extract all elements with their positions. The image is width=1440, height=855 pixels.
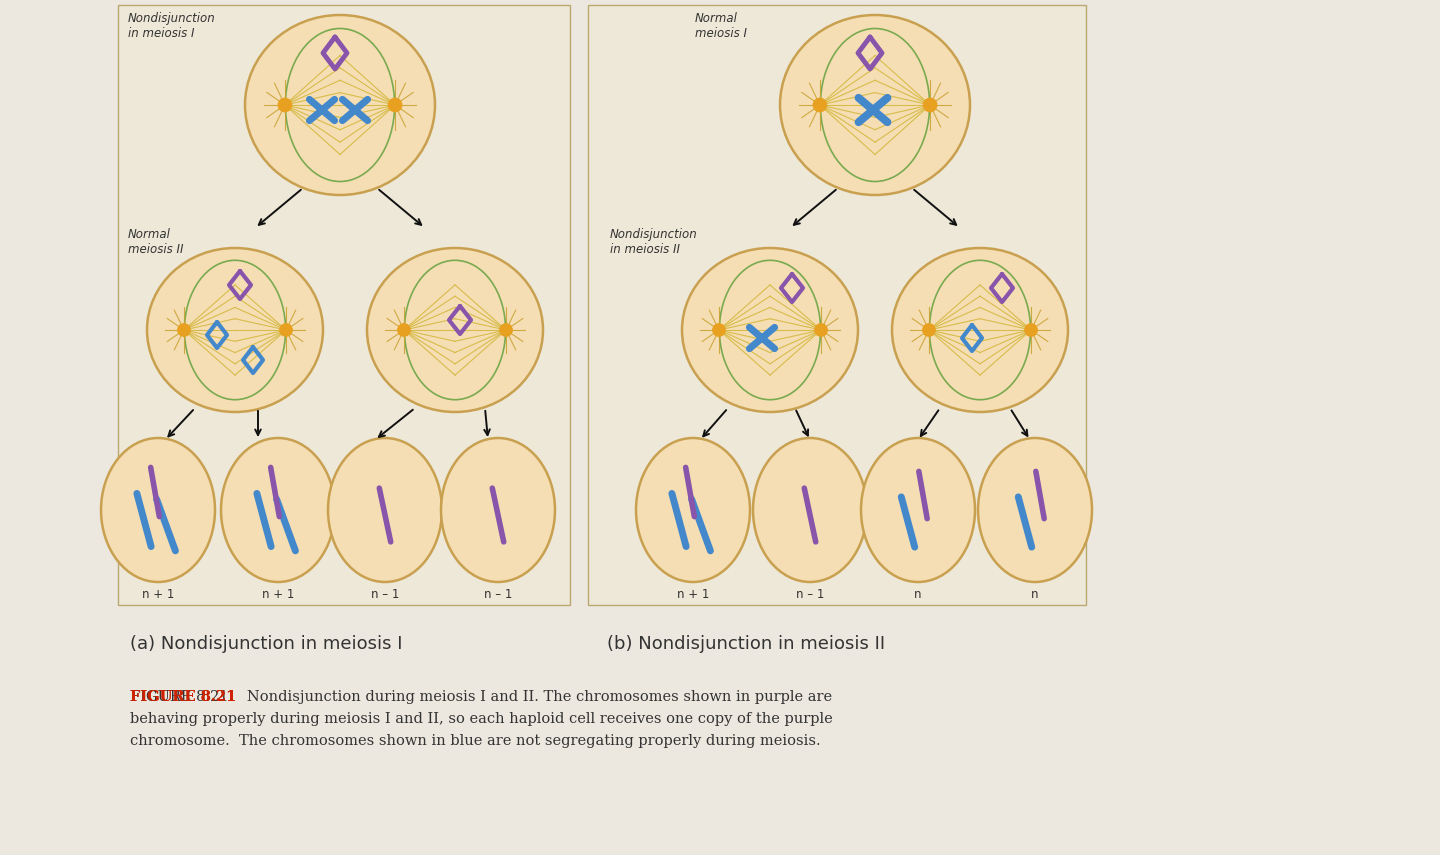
Circle shape: [397, 324, 410, 336]
Circle shape: [713, 324, 726, 336]
Text: chromosome.  The chromosomes shown in blue are not segregating properly during m: chromosome. The chromosomes shown in blu…: [130, 734, 821, 748]
Text: Normal
meiosis I: Normal meiosis I: [696, 12, 747, 40]
Text: n: n: [1031, 588, 1038, 601]
Circle shape: [814, 98, 827, 112]
Text: n – 1: n – 1: [484, 588, 513, 601]
Text: (a) Nondisjunction in meiosis I: (a) Nondisjunction in meiosis I: [130, 635, 403, 653]
Ellipse shape: [978, 438, 1092, 582]
Ellipse shape: [441, 438, 554, 582]
Ellipse shape: [367, 248, 543, 412]
Text: FIGURE 8.21: FIGURE 8.21: [130, 690, 236, 704]
Circle shape: [278, 98, 291, 112]
Ellipse shape: [891, 248, 1068, 412]
Text: n + 1: n + 1: [677, 588, 708, 601]
Ellipse shape: [101, 438, 215, 582]
Text: n – 1: n – 1: [796, 588, 824, 601]
Ellipse shape: [780, 15, 971, 195]
Circle shape: [500, 324, 513, 336]
Ellipse shape: [753, 438, 867, 582]
Text: FIGURE 8.21: FIGURE 8.21: [130, 690, 236, 704]
Circle shape: [1025, 324, 1037, 336]
Circle shape: [923, 324, 935, 336]
Circle shape: [389, 98, 402, 112]
Ellipse shape: [683, 248, 858, 412]
Text: n – 1: n – 1: [372, 588, 399, 601]
Text: Normal
meiosis II: Normal meiosis II: [128, 228, 183, 256]
Ellipse shape: [636, 438, 750, 582]
Circle shape: [279, 324, 292, 336]
Text: FIGURE 8.21    Nondisjunction during meiosis I and II. The chromosomes shown in : FIGURE 8.21 Nondisjunction during meiosi…: [130, 690, 832, 704]
Text: n + 1: n + 1: [141, 588, 174, 601]
Ellipse shape: [147, 248, 323, 412]
Circle shape: [923, 98, 937, 112]
FancyBboxPatch shape: [588, 5, 1086, 605]
Text: Nondisjunction
in meiosis II: Nondisjunction in meiosis II: [611, 228, 698, 256]
Ellipse shape: [861, 438, 975, 582]
Text: Nondisjunction
in meiosis I: Nondisjunction in meiosis I: [128, 12, 216, 40]
Ellipse shape: [245, 15, 435, 195]
Circle shape: [815, 324, 827, 336]
Ellipse shape: [328, 438, 442, 582]
Text: behaving properly during meiosis I and II, so each haploid cell receives one cop: behaving properly during meiosis I and I…: [130, 712, 832, 726]
FancyBboxPatch shape: [118, 5, 570, 605]
Text: (b) Nondisjunction in meiosis II: (b) Nondisjunction in meiosis II: [608, 635, 886, 653]
Text: n: n: [914, 588, 922, 601]
Ellipse shape: [220, 438, 336, 582]
Text: n + 1: n + 1: [262, 588, 294, 601]
Circle shape: [177, 324, 190, 336]
